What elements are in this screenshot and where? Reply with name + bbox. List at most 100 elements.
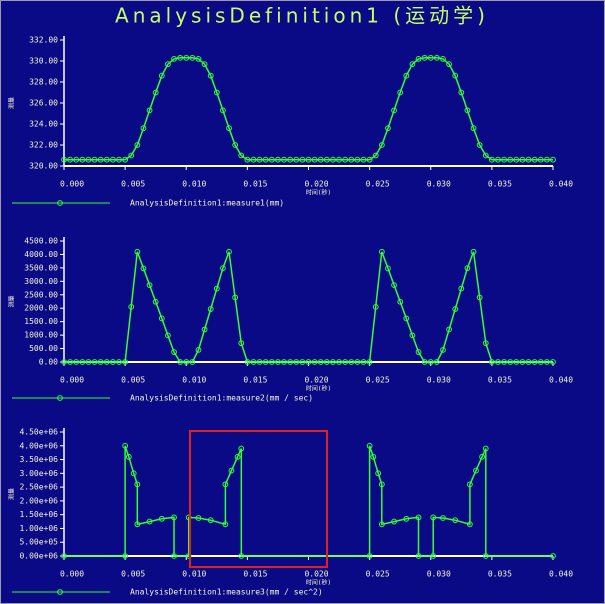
window-title: AnalysisDefinition1 (运动学) <box>115 4 489 28</box>
x-tick-label: 0.010 <box>182 376 206 385</box>
y-tick-label: 1.50e+06 <box>19 510 58 519</box>
y-tick-label: 0.00e+06 <box>19 552 58 561</box>
data-marker <box>262 359 269 365</box>
data-marker <box>385 125 391 132</box>
data-marker <box>458 285 465 292</box>
x-tick-label: 0.020 <box>304 570 328 579</box>
data-marker <box>330 359 336 365</box>
data-marker <box>385 265 391 272</box>
data-marker <box>134 142 141 148</box>
data-marker <box>476 142 483 148</box>
data-marker <box>146 518 153 525</box>
data-marker <box>128 152 135 159</box>
data-marker <box>207 306 214 312</box>
data-marker <box>366 156 373 163</box>
highlight-box <box>189 430 328 568</box>
data-marker <box>171 553 177 559</box>
y-tick-label: 326.00 <box>29 99 58 108</box>
data-marker <box>234 453 241 460</box>
x-tick-label: 0.005 <box>121 376 145 385</box>
data-marker <box>171 349 177 355</box>
data-marker <box>207 517 214 524</box>
legend-marker <box>57 395 63 401</box>
y-tick-label: 3.00e+06 <box>19 469 58 478</box>
data-marker <box>85 156 92 163</box>
y-tick-label: 330.00 <box>29 57 58 66</box>
y-tick-label: 4500.00 <box>24 237 58 246</box>
x-axis-label: 时间(秒) <box>306 189 331 197</box>
data-marker <box>446 326 452 333</box>
data-marker <box>268 359 275 365</box>
data-marker <box>476 294 483 301</box>
data-marker <box>391 518 397 525</box>
data-marker <box>222 521 229 528</box>
data-marker <box>262 156 269 163</box>
data-marker <box>195 515 202 521</box>
data-marker <box>244 156 251 163</box>
data-marker <box>238 445 245 452</box>
y-axis-label: 测量 <box>8 488 16 500</box>
x-tick-label: 0.015 <box>243 180 267 189</box>
data-marker <box>415 349 422 355</box>
data-marker <box>73 156 80 163</box>
data-marker <box>250 156 257 163</box>
data-marker <box>415 56 422 62</box>
data-marker <box>238 340 245 347</box>
data-marker <box>543 156 550 163</box>
x-tick-label: 0.015 <box>243 376 267 385</box>
data-marker <box>440 56 446 62</box>
data-marker <box>317 359 324 365</box>
data-marker <box>501 156 508 163</box>
y-tick-label: 3.50e+06 <box>19 455 58 464</box>
y-tick-label: 4.50e+06 <box>19 428 58 437</box>
data-marker <box>177 54 184 61</box>
data-marker <box>336 156 342 163</box>
data-marker <box>125 453 132 460</box>
data-marker <box>134 248 141 255</box>
data-marker <box>116 359 122 365</box>
data-marker <box>525 359 532 365</box>
data-marker <box>134 521 141 528</box>
y-tick-label: 4000.00 <box>24 250 58 259</box>
y-tick-label: 2.50e+06 <box>19 483 58 492</box>
data-marker <box>531 359 538 365</box>
data-marker <box>479 453 485 460</box>
y-tick-label: 322.00 <box>29 141 58 150</box>
data-marker <box>299 359 306 365</box>
data-marker <box>152 89 159 96</box>
data-marker <box>183 54 190 61</box>
data-marker <box>232 142 239 148</box>
data-marker <box>323 359 330 365</box>
data-marker <box>158 515 165 522</box>
data-marker <box>501 359 508 365</box>
data-marker <box>482 340 489 347</box>
data-marker <box>427 54 434 61</box>
data-marker <box>79 156 86 163</box>
data-marker <box>458 89 465 96</box>
data-marker <box>366 553 373 559</box>
data-marker <box>67 359 74 365</box>
y-tick-label: 2500.00 <box>24 290 58 299</box>
x-tick-label: 0.030 <box>427 570 451 579</box>
data-marker <box>226 125 232 132</box>
data-marker <box>378 521 385 528</box>
data-marker <box>256 156 263 163</box>
data-marker <box>378 481 385 488</box>
data-marker <box>122 156 129 163</box>
x-tick-label: 0.000 <box>60 570 84 579</box>
data-marker <box>103 359 110 365</box>
data-marker <box>293 156 300 163</box>
data-marker <box>531 156 538 163</box>
data-marker <box>482 152 489 159</box>
x-tick-label: 0.035 <box>488 570 512 579</box>
y-tick-label: 3500.00 <box>24 263 58 272</box>
data-marker <box>372 152 379 159</box>
data-marker <box>207 72 214 79</box>
data-marker <box>464 265 471 272</box>
x-tick-label: 0.040 <box>549 376 573 385</box>
data-line <box>64 57 553 161</box>
data-marker <box>354 359 361 365</box>
data-marker <box>293 359 300 365</box>
data-marker <box>415 514 422 521</box>
data-marker <box>185 553 192 559</box>
